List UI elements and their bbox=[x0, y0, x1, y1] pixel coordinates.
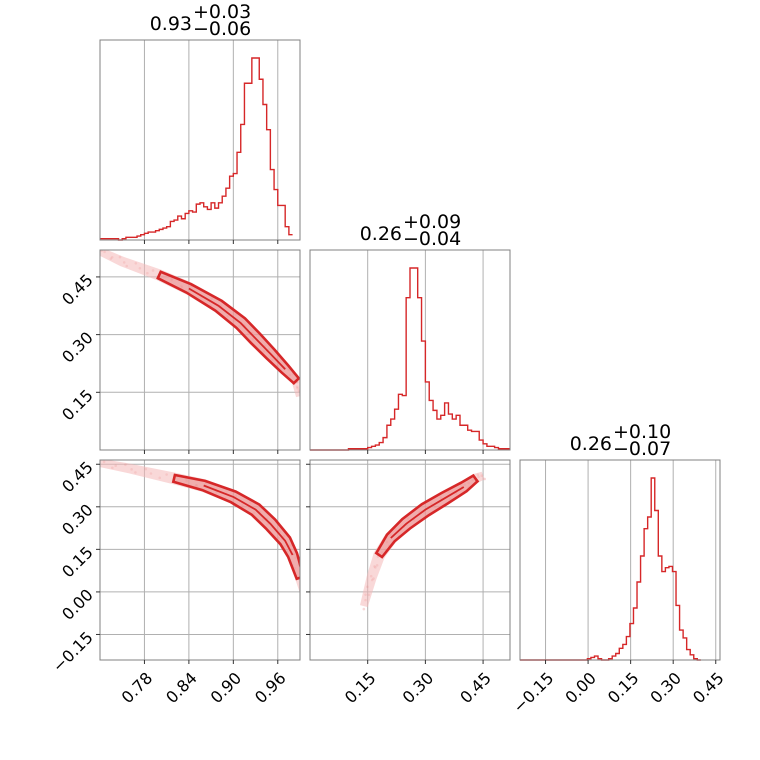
title-plus: +0.09 bbox=[403, 211, 461, 233]
panel-frame bbox=[519, 459, 721, 661]
density-fill-outer bbox=[100, 250, 300, 398]
histogram-2 bbox=[310, 267, 510, 451]
x-tick-label: 0.30 bbox=[399, 668, 438, 707]
contour-inner bbox=[188, 287, 286, 370]
sample-point bbox=[303, 588, 306, 591]
title-minus: −0.04 bbox=[403, 228, 461, 250]
title-plus: +0.03 bbox=[193, 1, 251, 23]
contour-inner bbox=[203, 484, 294, 556]
x-tick-label: 0.30 bbox=[646, 668, 685, 707]
y-tick-label: 0.15 bbox=[58, 386, 97, 425]
x-tick-label: 0.00 bbox=[561, 668, 600, 707]
contour-outer bbox=[171, 473, 300, 581]
data-layer bbox=[91, 57, 701, 661]
y-tick-label: 0.15 bbox=[58, 543, 97, 582]
title-value: 0.93 bbox=[150, 13, 192, 35]
panel-frame bbox=[309, 249, 511, 451]
x-tick-label: 0.45 bbox=[689, 668, 728, 707]
title-minus: −0.07 bbox=[613, 438, 671, 460]
density-pair-3 bbox=[360, 471, 486, 611]
title-minus: −0.06 bbox=[193, 18, 251, 40]
text-layer: 0.78 0.84 0.90 0.96 0.15 0.30 0.45 −0.15 0.00 0.1… bbox=[49, 1, 728, 717]
y-tick-label: 0.00 bbox=[58, 585, 97, 624]
y-tick-label: −0.15 bbox=[49, 628, 97, 676]
contour-inner bbox=[390, 486, 465, 539]
y-tick-label: 0.45 bbox=[58, 458, 97, 497]
x-tick-label: −0.15 bbox=[509, 668, 557, 716]
x-tick-label: 0.15 bbox=[604, 668, 643, 707]
contour-outer bbox=[374, 473, 480, 559]
y-tick-label: 0.30 bbox=[58, 328, 97, 367]
panel-frame bbox=[309, 459, 511, 661]
title-value: 0.26 bbox=[570, 433, 612, 455]
panel-frame bbox=[99, 249, 301, 451]
density-fill-inner bbox=[173, 475, 300, 579]
density-fill-inner bbox=[158, 272, 299, 383]
panel-title-2: 0.26+0.09−0.04 bbox=[360, 211, 462, 250]
x-tick-label: 0.15 bbox=[341, 668, 380, 707]
x-tick-label: 0.90 bbox=[207, 668, 246, 707]
grid-layer bbox=[100, 40, 717, 660]
axes-layer bbox=[96, 39, 721, 664]
sample-point bbox=[300, 576, 303, 579]
sample-point bbox=[96, 252, 99, 255]
density-pair-2 bbox=[91, 460, 306, 593]
sample-point bbox=[91, 463, 94, 466]
panel-title-1: 0.93+0.03−0.06 bbox=[150, 1, 252, 40]
panel-title-3: 0.26+0.10−0.07 bbox=[570, 421, 672, 460]
density-pair-1 bbox=[96, 250, 300, 398]
sample-point bbox=[301, 586, 304, 589]
x-tick-label: 0.84 bbox=[162, 668, 201, 707]
x-tick-label: 0.45 bbox=[456, 668, 495, 707]
panel-frame bbox=[99, 39, 301, 241]
x-tick-label: 0.78 bbox=[118, 668, 157, 707]
panel-frame bbox=[99, 459, 301, 661]
y-tick-label: 0.30 bbox=[58, 500, 97, 539]
histogram-3 bbox=[520, 477, 701, 661]
contour-outer bbox=[156, 270, 300, 385]
x-tick-label: 0.96 bbox=[251, 668, 290, 707]
density-fill-inner bbox=[376, 476, 478, 557]
sample-point bbox=[362, 607, 366, 611]
title-value: 0.26 bbox=[360, 223, 402, 245]
y-tick-label: 0.45 bbox=[58, 270, 97, 309]
title-plus: +0.10 bbox=[613, 421, 671, 443]
histogram-1 bbox=[100, 57, 293, 241]
